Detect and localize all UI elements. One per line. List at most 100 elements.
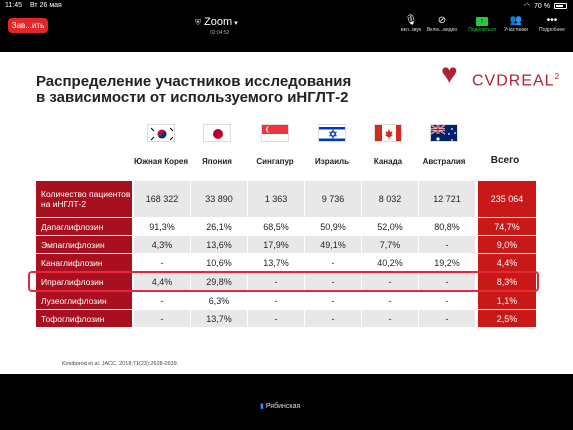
table-cell: 68,5% [248,218,304,235]
singapore-flag-icon [261,124,289,142]
unmute-button[interactable]: 🎙 вкл. звук [394,15,428,33]
table-cell: - [305,254,361,271]
row-label: Эмпаглифлозин [36,236,132,253]
shared-slide: Распределение участников исследования в … [0,52,573,374]
total-cell: 8,3% [478,273,536,290]
table-cell: - [362,273,418,290]
table-row: Лузеоглифлозин - 6,3% - - - - 1,1% [36,292,536,309]
table-cell: - [419,236,475,253]
meeting-toolbar: Зав...ить ⛨ Zoom ▾ 02:04:52 🎙 вкл. звук ⊘… [0,12,573,38]
table-cell: 50,9% [305,218,361,235]
col-header-australia: Австралия [422,157,466,166]
total-cell: 2,5% [478,310,536,327]
slide-title-line2: в зависимости от используемого иНГЛТ-2 [36,89,349,106]
table-cell: - [248,310,304,327]
highlight-box [28,271,539,292]
japan-flag-icon [203,124,231,142]
table-cell: - [305,273,361,290]
table-cell: 17,9% [248,236,304,253]
table-cell: - [419,310,475,327]
table-cell: - [305,292,361,309]
total-cell: 1,1% [478,292,536,309]
table-cell: 91,3% [134,218,190,235]
israel-flag-icon [318,124,346,142]
unmute-label: вкл. звук [400,27,422,33]
share-screen-icon: ↑ [465,15,499,27]
meeting-timer: 02:04:52 [210,30,230,36]
table-cell: 49,1% [305,236,361,253]
col-header-israel: Израиль [315,157,349,166]
table-cell: 12 721 [419,181,475,217]
table-cell: 8 032 [362,181,418,217]
table-cell: 4,4% [134,273,190,290]
video-off-icon: ⊘ [437,15,447,26]
participants-button[interactable]: 👥 Участники [499,15,533,33]
col-header-south-korea: Южная Корея [134,157,188,166]
table-cell: 40,2% [362,254,418,271]
more-button[interactable]: ••• Подробнее [535,15,569,33]
more-icon: ••• [546,15,558,26]
table-cell: - [248,273,304,290]
share-button[interactable]: ↑ Поделиться [465,15,499,33]
clock: 11:45 [5,2,22,9]
table-cell: - [134,254,190,271]
app-title[interactable]: ⛨ Zoom ▾ [195,16,238,28]
slide-reference: Kosiborod et al. JACC. 2018;71(23):2628-… [62,361,179,367]
logo-sup: 2 [554,72,561,81]
total-cell: 235 064 [478,181,536,217]
participants-label: Участники [504,27,528,33]
table-cell: 19,2% [419,254,475,271]
leave-meeting-button[interactable]: Зав...ить [8,18,48,33]
table-cell: - [419,273,475,290]
microphone-icon: ▮ [260,403,264,410]
table-cell: 13,7% [248,254,304,271]
start-video-label: Вклю...видео [426,27,458,33]
row-label: Лузеоглифлозин [36,292,132,309]
share-label: Поделиться [468,27,496,33]
australia-flag-icon [430,124,458,142]
south-korea-flag-icon [147,124,175,142]
table-cell: - [419,292,475,309]
col-header-canada: Канада [373,157,403,166]
app-title-text: Zoom [204,16,233,28]
table-cell: 7,7% [362,236,418,253]
total-cell: 74,7% [478,218,536,235]
table-cell: - [305,310,361,327]
table-cell: 168 322 [134,181,190,217]
col-header-total: Всего [490,155,520,166]
row-label: Дапаглифлозин [36,218,132,235]
canada-flag-icon [374,124,402,142]
col-header-singapore: Сингапур [256,157,294,166]
row-label: Количество пациентов на иНГЛТ-2 [36,181,132,217]
table-cell: 13,6% [191,236,247,253]
cvdreal-logo: ♥ CVDREAL2 [441,58,559,100]
status-icons: ◠ 70 % [524,2,567,10]
battery-level: 70 % [534,2,550,10]
logo-text: CVDREAL2 [472,72,560,90]
table-cell: 29,8% [191,273,247,290]
table-cell: 9 736 [305,181,361,217]
heart-icon: ♥ [441,58,458,89]
date: Вт 26 мая [30,2,62,9]
table-cell: - [134,292,190,309]
status-bar: 11:45 Вт 26 мая ◠ 70 % [0,0,573,12]
row-label: Канаглифлозин [36,254,132,271]
table-cell: - [362,310,418,327]
battery-icon [554,3,567,9]
row-label: Тофоглифлозин [36,310,132,327]
start-video-button[interactable]: ⊘ Вклю...видео [425,15,459,33]
col-header-japan: Япония [202,157,232,166]
table-row: Эмпаглифлозин 4,3% 13,6% 17,9% 49,1% 7,7… [36,236,536,253]
speaker-bar: ▮ Рябинская [0,374,573,430]
table-cell: - [248,292,304,309]
active-speaker: ▮ Рябинская [260,402,300,410]
table-cell: 13,7% [191,310,247,327]
row-label: Ипраглифлозин [36,273,132,290]
total-cell: 9,0% [478,236,536,253]
shield-icon: ⛨ [195,18,201,27]
table-cell: 26,1% [191,218,247,235]
table-cell: 6,3% [191,292,247,309]
logo-word: CVDREAL [472,72,555,90]
table-row: Количество пациентов на иНГЛТ-2 168 322 … [36,181,536,217]
speaker-name: Рябинская [265,403,301,410]
